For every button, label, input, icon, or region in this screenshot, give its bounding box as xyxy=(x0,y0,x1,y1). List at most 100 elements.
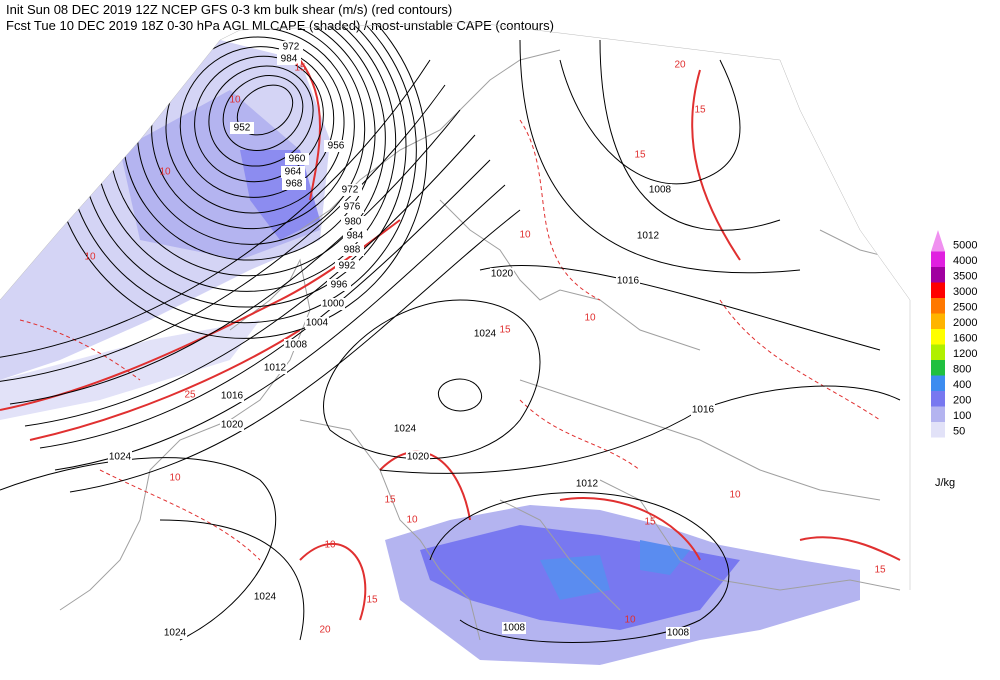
shear-label: 25 xyxy=(184,390,196,401)
shear-label: 10 xyxy=(584,313,596,324)
pressure-label: 980 xyxy=(345,217,362,228)
label-box xyxy=(648,184,672,196)
isobar xyxy=(0,457,277,641)
isobar xyxy=(79,22,407,308)
label-box xyxy=(281,166,305,178)
legend-label: 2000 xyxy=(953,317,977,329)
label-box xyxy=(263,362,287,374)
pressure-label: 972 xyxy=(342,185,359,196)
map-area xyxy=(0,22,901,665)
pressure-label: 1024 xyxy=(109,452,132,463)
isobar xyxy=(379,385,901,474)
pressure-label: 988 xyxy=(344,245,361,256)
label-box xyxy=(321,298,345,310)
shear-label: 15 xyxy=(634,150,646,161)
legend-swatch xyxy=(931,251,945,267)
pressure-label: 1000 xyxy=(322,299,345,310)
legend-label: 1600 xyxy=(953,333,977,345)
shear-label: 15 xyxy=(874,565,886,576)
pressure-label: 1024 xyxy=(254,592,277,603)
legend-swatch xyxy=(931,298,945,314)
legend-label: 100 xyxy=(953,410,971,422)
label-box xyxy=(502,622,526,634)
isobar xyxy=(479,265,881,351)
isobar xyxy=(437,378,483,412)
label-box xyxy=(575,478,599,490)
pressure-label: 1012 xyxy=(264,363,287,374)
isobar xyxy=(69,209,521,493)
pressure-label: 1016 xyxy=(617,276,640,287)
shear-label: 10 xyxy=(624,615,636,626)
isobar xyxy=(222,75,304,151)
label-box xyxy=(338,184,362,196)
shear-label: 10 xyxy=(159,167,171,178)
label-box xyxy=(277,53,301,65)
label-box xyxy=(230,122,254,134)
label-box xyxy=(473,328,497,340)
label-box xyxy=(220,419,244,431)
label-box xyxy=(490,268,514,280)
isobar xyxy=(429,492,730,643)
pressure-label: 1024 xyxy=(394,424,417,435)
label-box xyxy=(636,230,660,242)
shear-label: 10 xyxy=(324,540,336,551)
legend-swatch xyxy=(931,313,945,329)
isobar xyxy=(24,134,476,427)
pressure-label: 1008 xyxy=(667,628,690,639)
label-box xyxy=(327,279,351,291)
pressure-label: 960 xyxy=(289,154,306,165)
pressure-label: 984 xyxy=(347,231,364,242)
legend-label: 800 xyxy=(953,364,971,376)
legend-label: 4000 xyxy=(953,255,977,267)
shear-label: 15 xyxy=(644,517,656,528)
pressure-label: 992 xyxy=(339,261,356,272)
pressure-label: 1020 xyxy=(221,420,244,431)
pressure-label: 996 xyxy=(331,280,348,291)
pressure-label: 968 xyxy=(286,179,303,190)
pressure-label: 1016 xyxy=(692,405,715,416)
pressure-label: 1008 xyxy=(285,340,308,351)
label-box xyxy=(406,451,430,463)
pressure-label: 1024 xyxy=(164,628,187,639)
legend-label: 2500 xyxy=(953,302,977,314)
isobar xyxy=(9,109,461,405)
pressure-label: 1012 xyxy=(576,479,599,490)
label-box xyxy=(340,201,364,213)
isobar xyxy=(599,39,781,231)
header-line: Fcst Tue 10 DEC 2019 18Z 0-30 hPa AGL ML… xyxy=(6,18,554,33)
shear-label: 20 xyxy=(674,60,686,71)
legend-swatch xyxy=(931,267,945,283)
pressure-label: 956 xyxy=(328,141,345,152)
isobar xyxy=(159,519,305,641)
shear-label: 10 xyxy=(729,490,741,501)
shear-label: 15 xyxy=(294,63,306,74)
label-box xyxy=(341,216,365,228)
legend-swatch xyxy=(931,422,945,438)
pressure-label: 976 xyxy=(344,202,361,213)
legend-label: 1200 xyxy=(953,348,977,360)
isobar xyxy=(0,84,446,383)
legend-label: 200 xyxy=(953,395,971,407)
isobar xyxy=(54,184,506,471)
label-box xyxy=(616,275,640,287)
legend-swatch xyxy=(931,406,945,422)
label-box xyxy=(393,423,417,435)
pressure-label: 1024 xyxy=(474,329,497,340)
legend-swatch xyxy=(931,391,945,407)
pressure-label: 984 xyxy=(281,54,298,65)
pressure-label: 1012 xyxy=(637,231,660,242)
legend-swatch xyxy=(931,230,945,252)
label-box xyxy=(163,627,187,639)
label-box xyxy=(691,404,715,416)
label-box xyxy=(108,451,132,463)
label-box xyxy=(335,260,359,272)
shear-label: 10 xyxy=(406,515,418,526)
shear-label: 15 xyxy=(499,325,511,336)
label-box xyxy=(324,140,348,152)
legend-swatch xyxy=(931,344,945,360)
label-box xyxy=(305,317,329,329)
legend-swatch xyxy=(931,375,945,391)
shear-label: 10 xyxy=(519,230,531,241)
shear-label: 20 xyxy=(319,625,331,636)
